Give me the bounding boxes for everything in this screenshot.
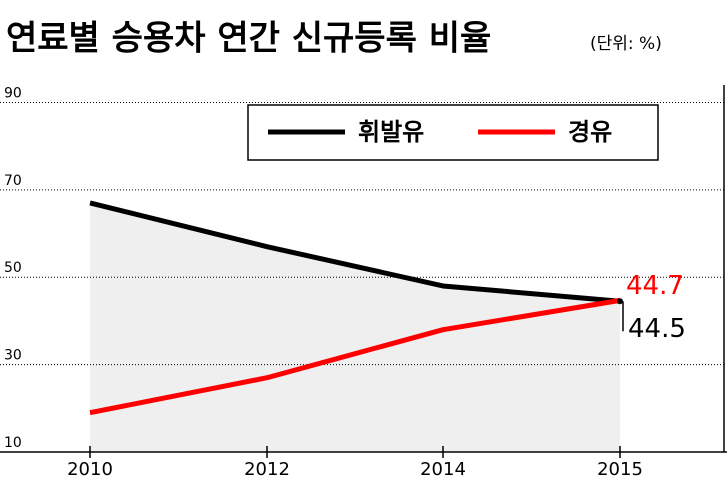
chart-title: 연료별 승용차 연간 신규등록 비율 [6,19,491,59]
end-point [617,298,623,305]
series-line [89,297,621,416]
chart-subtitle: (단위: %) [590,34,662,54]
area-fill [90,202,620,452]
y-tick-label: 30 [4,348,22,364]
y-tick-label: 70 [4,173,22,189]
series-line [89,200,621,304]
y-tick-label: 10 [4,435,22,451]
x-tick-label: 2015 [597,459,643,480]
legend-label: 휘발유 [358,118,424,146]
x-tick-label: 2012 [244,459,290,480]
y-tick-label: 90 [4,85,22,101]
x-tick-label: 2010 [67,459,113,480]
data-label: 44.5 [628,314,686,344]
legend-label: 경유 [568,118,612,146]
data-label: 44.7 [626,271,684,301]
x-tick-label: 2014 [420,459,466,480]
y-tick-label: 50 [4,260,22,276]
